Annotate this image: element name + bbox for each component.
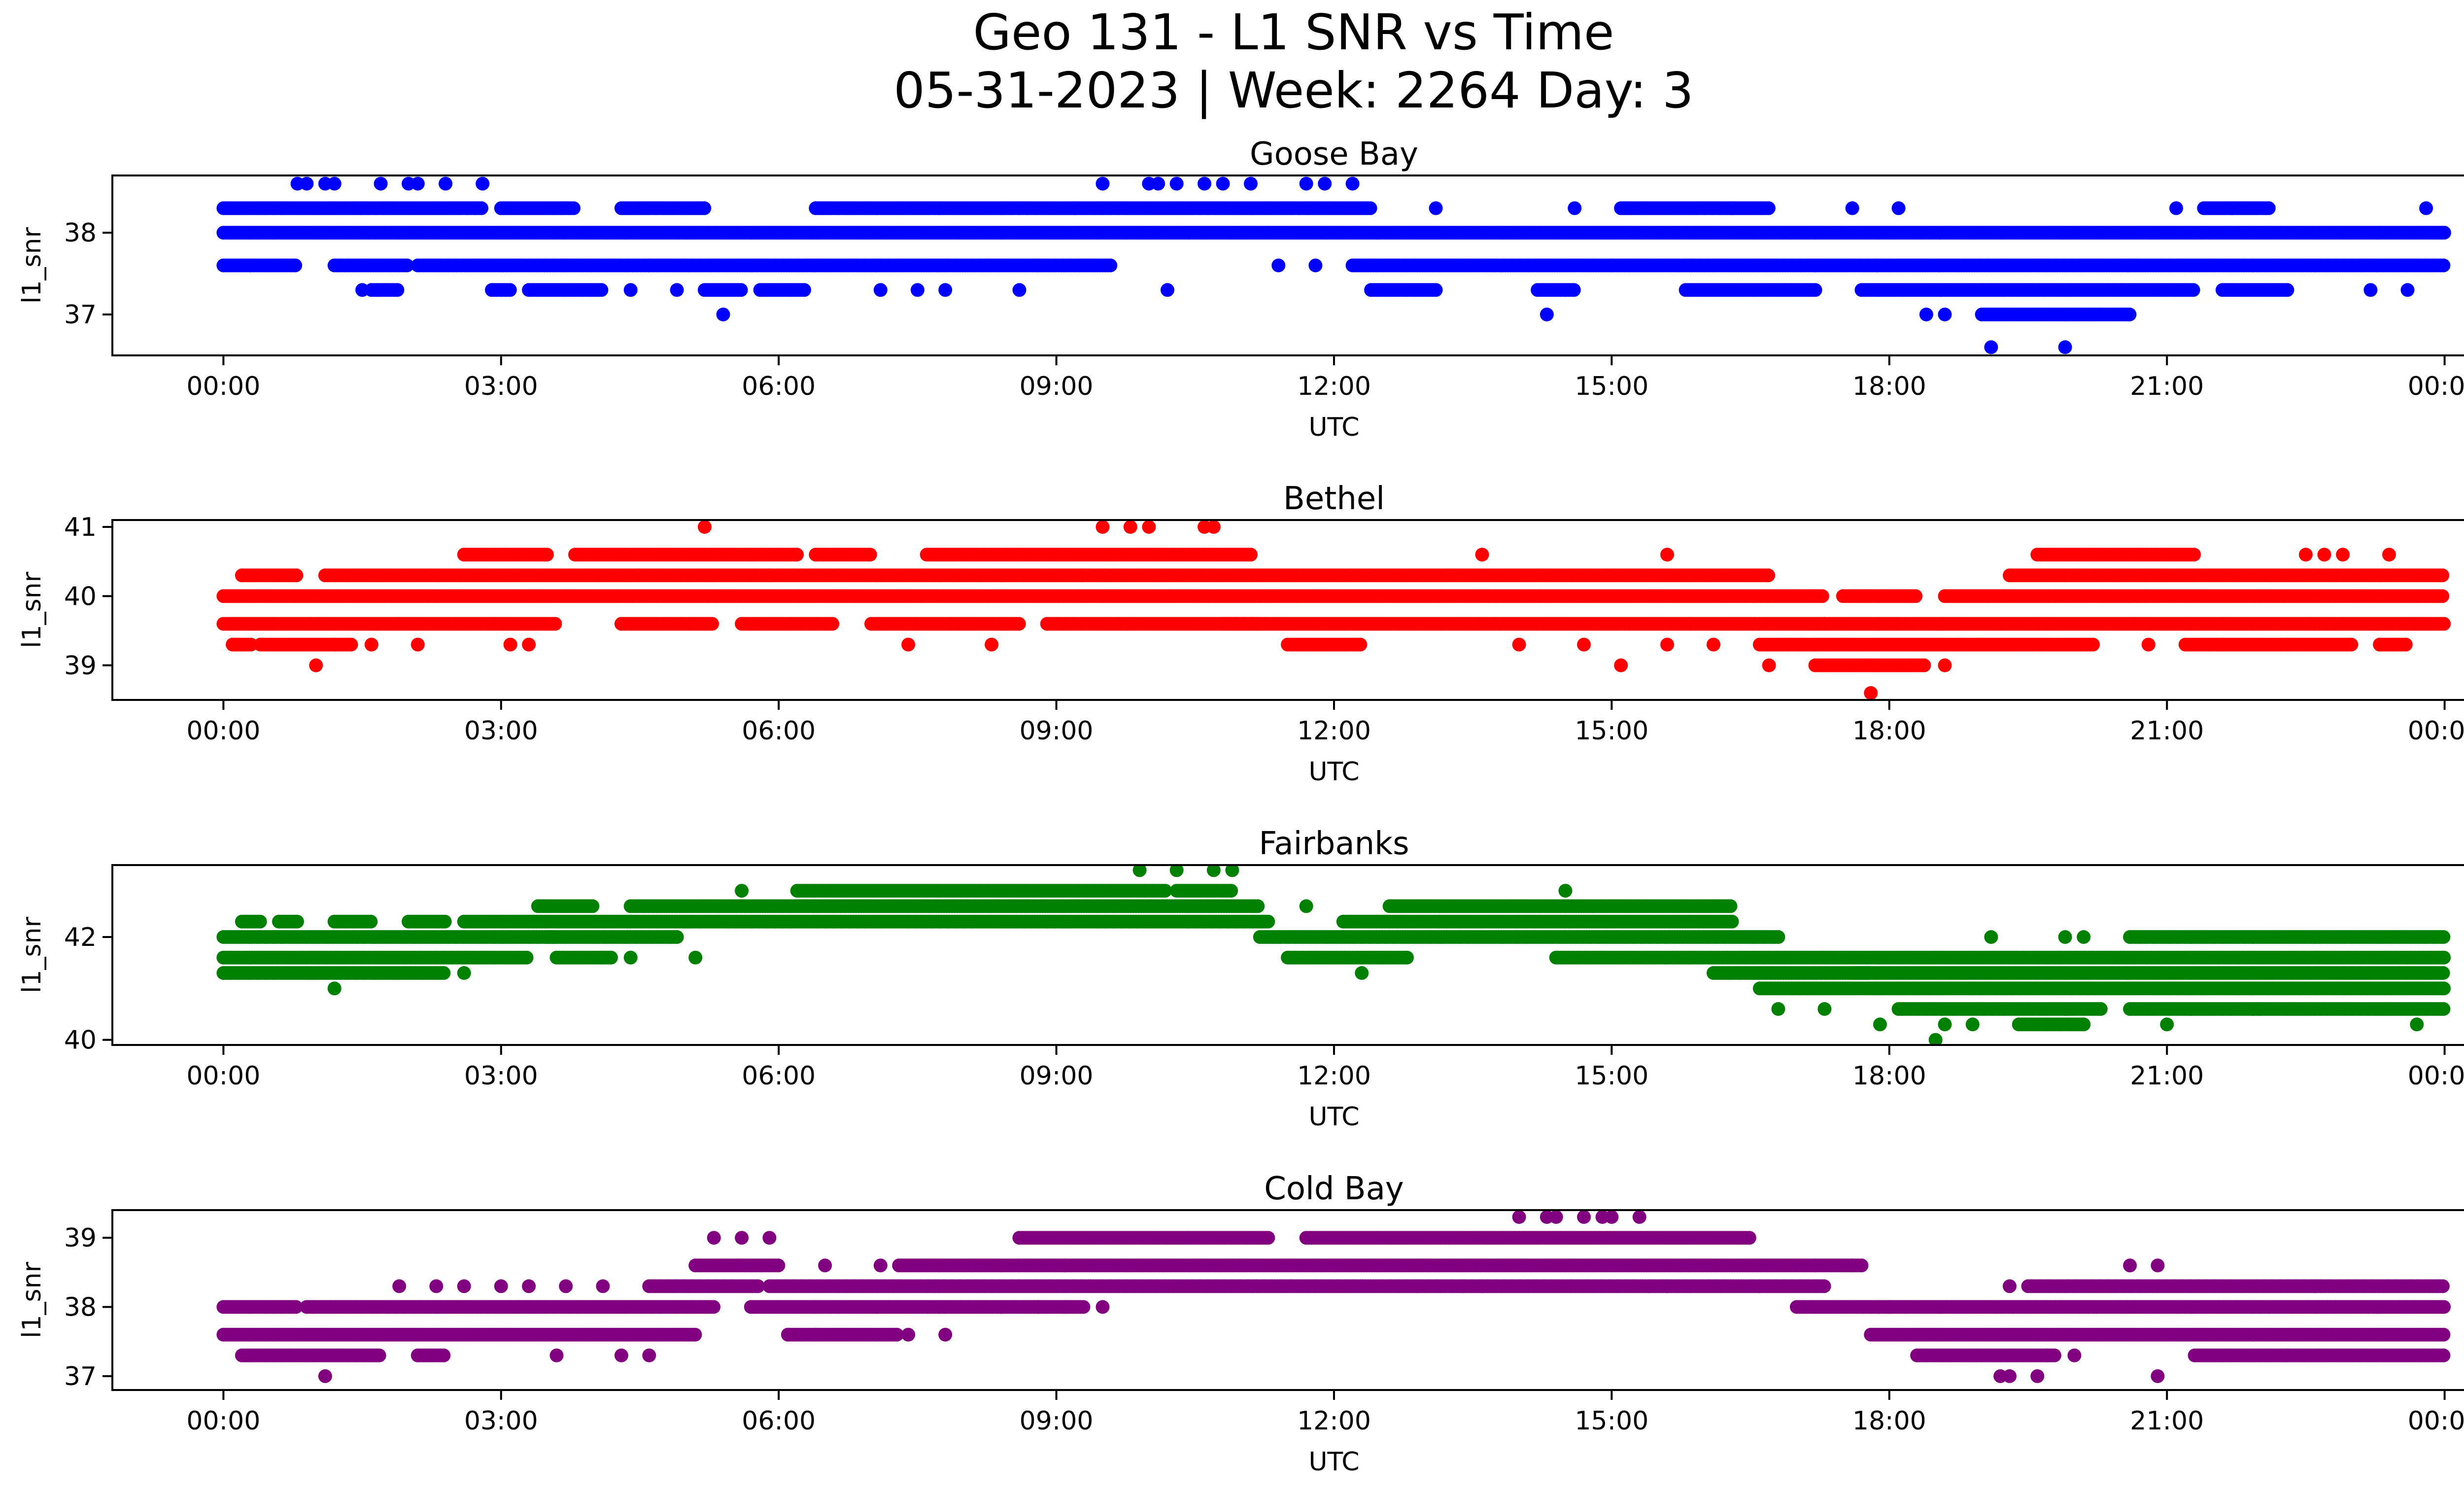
data-point (355, 283, 370, 297)
data-point (1815, 589, 1829, 603)
data-point (2437, 226, 2451, 240)
data-point (2058, 340, 2072, 354)
data-point (2224, 201, 2239, 215)
data-point (476, 176, 490, 191)
data-point (697, 201, 712, 215)
data-point (1938, 308, 1952, 321)
data-point (2186, 283, 2200, 297)
data-point (705, 617, 719, 631)
data-point (2363, 283, 2378, 297)
data-point (503, 283, 517, 297)
data-point (2280, 283, 2294, 297)
data-point (400, 258, 414, 273)
data-point (1761, 568, 1776, 583)
x-tick-label: 00:00 (2408, 372, 2464, 401)
data-point (390, 283, 405, 297)
x-tick-label: 00:00 (186, 372, 260, 401)
data-points (216, 520, 2451, 700)
y-tick-label: 37 (64, 300, 97, 330)
figure-title-line2: 05-31-2023 | Week: 2264 Day: 3 (893, 62, 1693, 119)
data-point (716, 308, 730, 321)
data-point (1012, 283, 1027, 297)
data-point (1151, 176, 1165, 191)
data-point (411, 176, 425, 191)
data-point (1808, 283, 1822, 297)
data-point (288, 258, 303, 273)
figure-title-line1: Geo 131 - L1 SNR vs Time (973, 3, 1614, 61)
data-point (2261, 201, 2276, 215)
data-point (439, 176, 453, 191)
data-point (1169, 176, 1184, 191)
x-tick-label: 03:00 (464, 372, 538, 401)
data-point (1161, 283, 1174, 297)
data-point (300, 176, 314, 191)
data-point (1919, 308, 1933, 321)
y-tick-label: 38 (64, 218, 97, 248)
data-point (873, 283, 888, 297)
data-point (623, 283, 638, 297)
data-point (2169, 201, 2183, 215)
data-point (1891, 201, 1906, 215)
data-point (2437, 617, 2451, 631)
data-point (670, 283, 684, 297)
data-point (1567, 283, 1581, 297)
data-point (1725, 201, 1739, 215)
x-tick-label: 15:00 (1574, 372, 1648, 401)
data-point (2436, 258, 2451, 273)
x-tick-label: 09:00 (1020, 372, 1094, 401)
data-point (567, 201, 581, 215)
data-point (2122, 308, 2137, 321)
x-tick-label: 06:00 (742, 372, 816, 401)
data-point (1318, 176, 1332, 191)
data-point (374, 176, 388, 191)
data-point (910, 283, 924, 297)
data-point (797, 283, 811, 297)
data-point (1271, 258, 1286, 273)
data-point (1308, 258, 1323, 273)
x-tick-label: 12:00 (1297, 372, 1371, 401)
data-point (594, 283, 609, 297)
x-axis-label: UTC (1308, 413, 1359, 442)
x-tick-label: 18:00 (1852, 372, 1926, 401)
data-point (2419, 201, 2433, 215)
subplots: Goose Bay 00:00 03:00 06:00 09:00 12:00 15:00 1… (17, 136, 2464, 1477)
data-point (2435, 568, 2450, 583)
data-point (1909, 589, 1923, 603)
data-point (825, 617, 840, 631)
x-tick-label: 21:00 (2130, 372, 2204, 401)
data-point (1012, 617, 1026, 631)
data-point (327, 176, 342, 191)
subplot-goose-bay: Goose Bay 00:00 03:00 06:00 09:00 12:00 15:00 1… (17, 136, 2464, 442)
data-point (734, 283, 748, 297)
data-point (1345, 176, 1360, 191)
data-point (1363, 201, 1377, 215)
data-point (1540, 308, 1554, 321)
data-point (1568, 201, 1582, 215)
data-point (1984, 340, 1998, 354)
data-point (2435, 589, 2450, 603)
data-point (1429, 201, 1443, 215)
data-point (938, 283, 953, 297)
y-axis-label: l1_snr (17, 227, 47, 304)
data-point (1103, 258, 1118, 273)
data-point (540, 548, 554, 562)
data-point (1299, 176, 1313, 191)
data-point (475, 201, 488, 215)
subplot-title: Goose Bay (1250, 136, 1418, 173)
data-point (1429, 283, 1443, 297)
subplot-title: Bethel (1283, 481, 1385, 517)
data-points (216, 176, 2451, 354)
data-point (1244, 176, 1258, 191)
data-point (1845, 201, 1859, 215)
data-point (289, 568, 304, 583)
data-point (1216, 176, 1230, 191)
data-point (2400, 283, 2415, 297)
data-point (548, 617, 562, 631)
data-point (1761, 201, 1776, 215)
data-point (1095, 176, 1110, 191)
data-point (1198, 176, 1212, 191)
